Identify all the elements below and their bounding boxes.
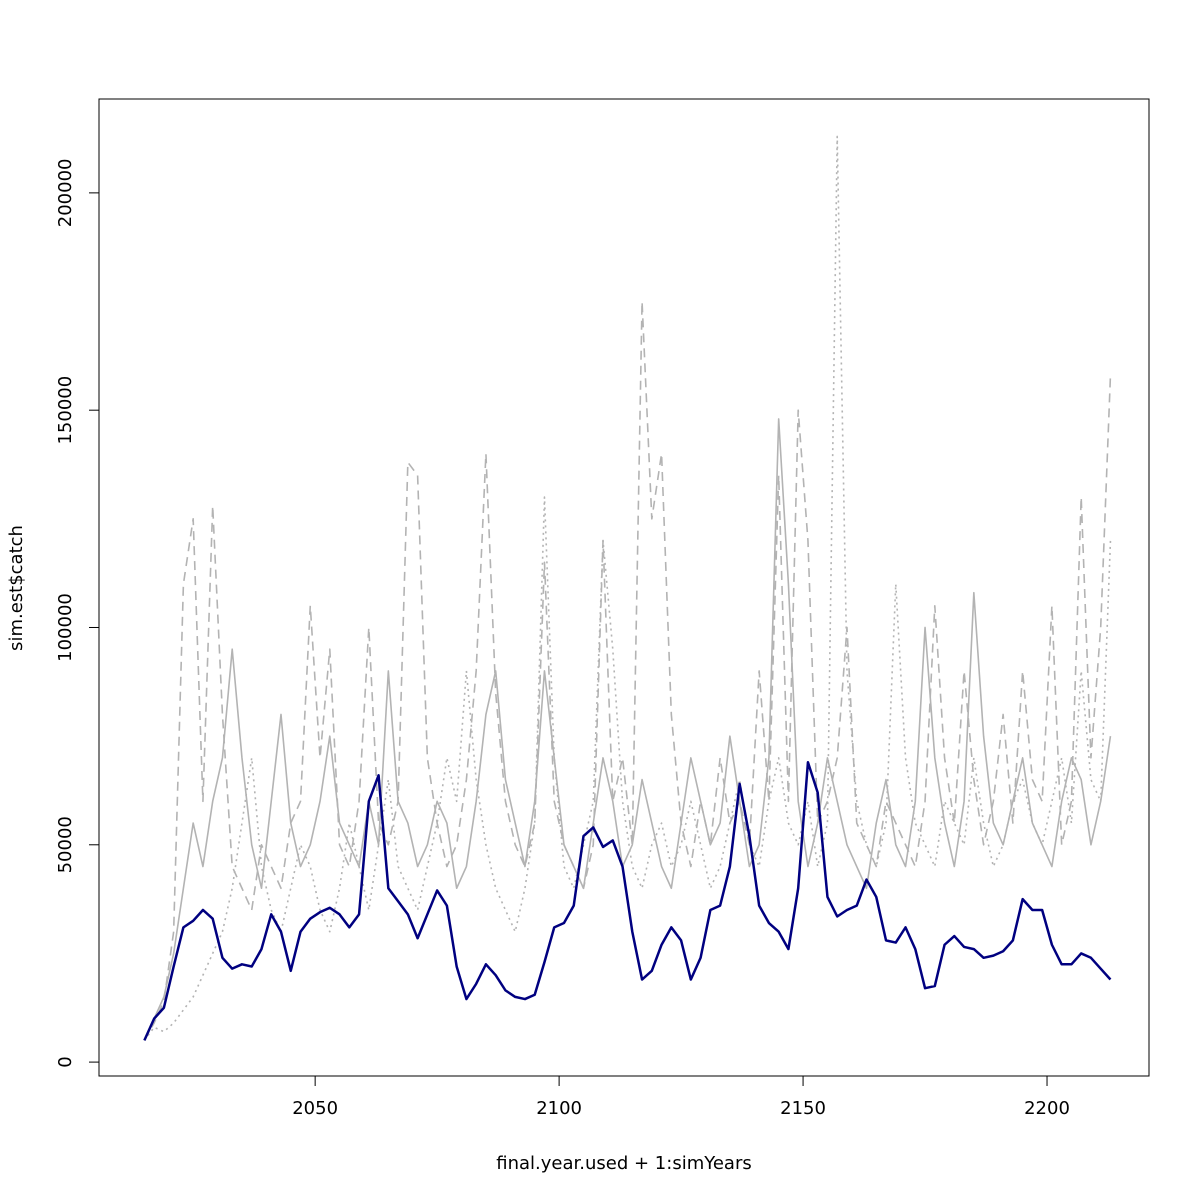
y-tick-label: 200000 <box>55 159 76 228</box>
y-tick-label: 0 <box>55 1056 76 1067</box>
x-tick-label: 2200 <box>1024 1098 1070 1119</box>
series-line <box>143 300 1112 1041</box>
x-tick-label: 2150 <box>780 1098 826 1119</box>
y-tick-label: 150000 <box>55 376 76 445</box>
y-axis-label: sim.est$catch <box>6 525 27 651</box>
y-tick-label: 50000 <box>55 816 76 873</box>
x-axis-label: final.year.used + 1:simYears <box>496 1153 751 1174</box>
y-tick-label: 100000 <box>55 593 76 662</box>
series-line <box>143 760 1112 1041</box>
series-line <box>143 418 1112 1041</box>
x-tick-label: 2100 <box>536 1098 582 1119</box>
x-tick-label: 2050 <box>292 1098 338 1119</box>
plot-frame <box>98 98 1150 1077</box>
